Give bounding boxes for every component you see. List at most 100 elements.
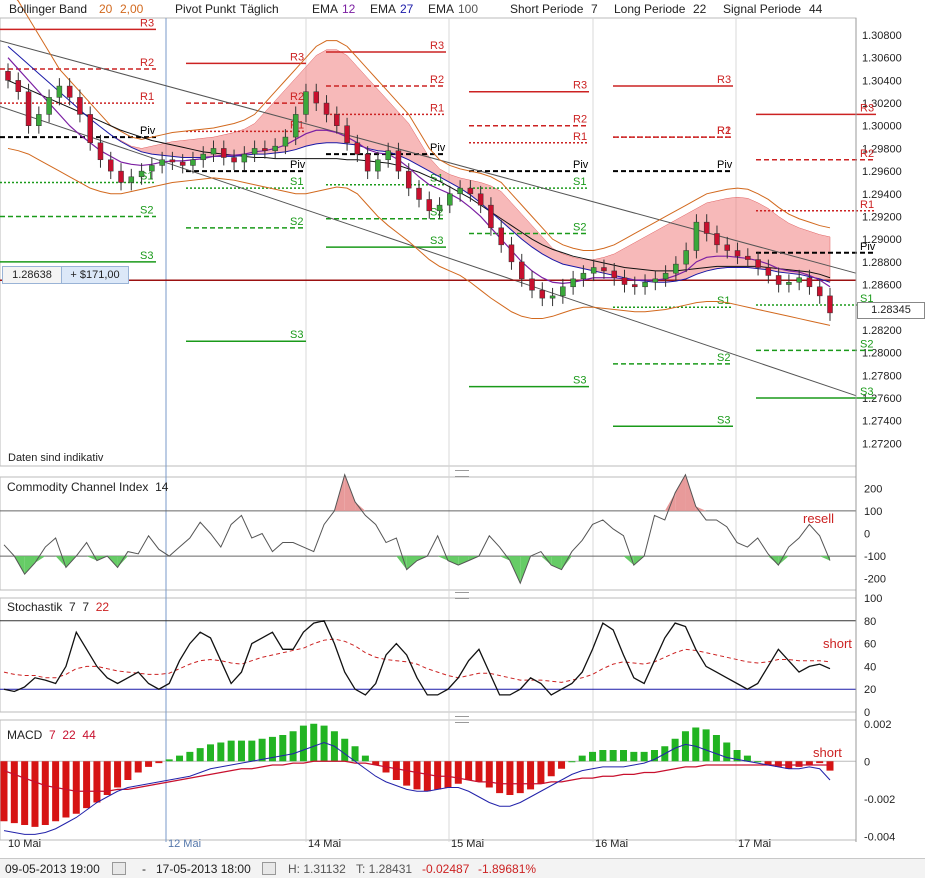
ema27-line — [7, 45, 831, 283]
pivot-piv-label: Piv — [573, 159, 589, 171]
macd-histogram-bar — [0, 761, 8, 822]
candle-body — [108, 159, 114, 172]
position-pnl-tag[interactable]: + $171,00 — [61, 266, 129, 284]
candle-body — [775, 275, 782, 285]
pivot-s1-label: S1 — [573, 176, 586, 188]
candle-body — [611, 270, 617, 278]
pane-splitter-macd[interactable] — [455, 716, 469, 723]
macd-histogram-bar — [475, 761, 483, 782]
macd-y-tick: 0 — [864, 756, 870, 768]
macd-histogram-bar — [485, 761, 493, 788]
pivot-r3-label: R3 — [140, 17, 154, 29]
candle-body — [200, 153, 206, 161]
candle-body — [436, 204, 443, 212]
cci-oversold-fill — [396, 556, 407, 570]
range-low: T: 1.28431 — [356, 862, 413, 876]
range-dash: - — [142, 862, 146, 876]
pane-splitter-cci[interactable] — [455, 470, 469, 477]
y-tick-label: 1.28800 — [862, 257, 902, 269]
candle-body — [221, 148, 227, 158]
macd-histogram-bar — [392, 761, 400, 780]
candle-body — [190, 159, 196, 166]
macd-histogram-bar — [589, 751, 597, 762]
macd-histogram-bar — [650, 750, 658, 762]
candle-body — [683, 250, 689, 265]
bollinger-period: 20 — [99, 2, 113, 16]
macd-histogram-bar — [516, 761, 524, 794]
candle-body — [292, 114, 299, 138]
stoch-k-line — [3, 620, 831, 696]
candle-body — [467, 187, 474, 195]
candle-body — [642, 282, 648, 288]
candle-body — [149, 165, 155, 172]
pivot-piv-label: Piv — [860, 241, 876, 253]
macd-histogram-bar — [341, 738, 349, 762]
macd-short-note: short — [813, 745, 842, 760]
macd-title-fast: 7 — [49, 728, 56, 742]
macd-histogram-bar — [248, 740, 256, 762]
short-periode-value: 7 — [591, 2, 598, 16]
trendline-upper — [0, 40, 857, 274]
macd-histogram-bar — [754, 761, 762, 763]
ema3-label: EMA — [428, 2, 455, 16]
macd-histogram-bar — [176, 755, 184, 762]
candle-body — [580, 272, 587, 280]
candle-body — [560, 286, 566, 297]
cci-oversold-fill — [406, 556, 417, 570]
y-tick-label: 1.30200 — [862, 98, 902, 110]
macd-histogram-bar — [134, 761, 142, 773]
position-price-tag[interactable]: 1.28638 — [2, 266, 62, 284]
macd-histogram-bar — [72, 761, 80, 814]
macd-histogram-bar — [41, 761, 49, 825]
pane-splitter-stoch[interactable] — [455, 592, 469, 599]
x-tick-label: 12 Mai — [168, 838, 201, 850]
candle-body — [282, 136, 289, 147]
pivot-r1-label: R1 — [717, 125, 731, 137]
macd-histogram-bar — [599, 750, 607, 762]
macd-histogram-bar — [826, 761, 834, 771]
long-periode-label: Long Periode — [614, 2, 686, 16]
candle-body — [806, 277, 813, 288]
macd-histogram-bar — [124, 761, 132, 780]
cci-line — [3, 473, 831, 585]
cci-oversold-fill — [437, 556, 448, 561]
stoch-d-line — [3, 638, 831, 683]
pivot-mode: Täglich — [240, 2, 279, 16]
candle-body — [138, 170, 145, 178]
stoch-short-note: short — [823, 636, 852, 651]
candle-body — [169, 159, 176, 163]
macd-histogram-bar — [268, 736, 276, 762]
calendar-to-icon[interactable] — [262, 862, 276, 875]
pivot-r1-label: R1 — [573, 131, 587, 143]
ema12-line — [7, 57, 831, 288]
y-tick-label: 1.28600 — [862, 280, 902, 292]
pivot-s2-label: S2 — [860, 338, 873, 350]
ema3-value: 100 — [458, 2, 479, 16]
cci-oversold-fill — [24, 556, 35, 575]
calendar-from-icon[interactable] — [112, 862, 126, 875]
range-change: -0.02487 — [422, 862, 470, 876]
candle-body — [354, 142, 361, 155]
pane-frame — [0, 476, 857, 591]
cci-oversold-fill — [778, 556, 789, 566]
y-tick-label: 1.29400 — [862, 189, 902, 201]
macd-histogram-bar — [52, 761, 60, 822]
stoch-title: Stochastik 7 7 22 — [7, 600, 109, 614]
pivot-r2-label: R2 — [573, 114, 587, 126]
trendline-lower — [0, 105, 857, 397]
y-tick-label: 1.29800 — [862, 143, 902, 155]
macd-histogram-bar — [114, 761, 122, 788]
cci-overbought-fill — [344, 474, 356, 511]
macd-histogram-bar — [681, 731, 689, 762]
macd-histogram-bar — [155, 761, 163, 764]
pivot-piv-label: Piv — [140, 125, 156, 137]
candle-body — [5, 71, 11, 81]
y-tick-label: 1.27400 — [862, 416, 902, 428]
cci-oversold-fill — [117, 556, 128, 568]
cci-y-tick: 200 — [864, 483, 882, 495]
pivot-s2-label: S2 — [573, 221, 586, 233]
trading-chart[interactable]: 10 Mai 12 Mai 14 Mai 15 Mai 16 Mai 17 Mai 1.27… — [0, 0, 925, 858]
cci-title-value: 14 — [155, 480, 169, 494]
macd-histogram-bar — [527, 761, 535, 790]
candle-body — [796, 277, 802, 283]
